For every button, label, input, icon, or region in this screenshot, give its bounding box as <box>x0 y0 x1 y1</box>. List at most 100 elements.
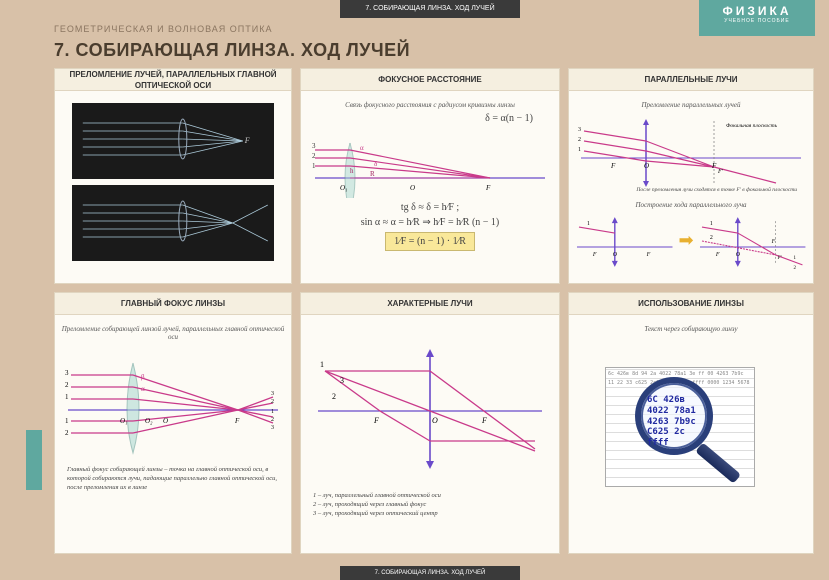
svg-text:1: 1 <box>793 256 796 261</box>
page-title: 7. СОБИРАЮЩАЯ ЛИНЗА. ХОД ЛУЧЕЙ <box>54 40 410 61</box>
formula-boxed: 1⁄F = (n − 1) · 1⁄R <box>307 232 553 251</box>
svg-text:F: F <box>770 239 775 245</box>
svg-text:2: 2 <box>271 417 274 423</box>
panel-body: Преломление параллельных лучей 3 2 1 F O F … <box>569 91 813 275</box>
panel-lens-usage: ИСПОЛЬЗОВАНИЕ ЛИНЗЫ Текст через собирающ… <box>568 292 814 554</box>
caption: Текст через собирающую линзу <box>575 325 807 333</box>
svg-text:2: 2 <box>793 266 796 269</box>
formula-tg: tg δ ≈ δ = h⁄F ; <box>307 202 553 213</box>
svg-text:O₂: O₂ <box>145 417 153 425</box>
page-subtitle: ГЕОМЕТРИЧЕСКАЯ И ВОЛНОВАЯ ОПТИКА <box>54 24 272 34</box>
magnifier-illustration: 6с 426в 8d 94 2a 4022 78a1 3e ff 00 4263… <box>575 337 807 517</box>
panel-body: F <box>55 91 291 273</box>
svg-text:2: 2 <box>65 381 69 389</box>
panel-header: ПРЕЛОМЛЕНИЕ ЛУЧЕЙ, ПАРАЛЛЕЛЬНЫХ ГЛАВНОЙ … <box>55 69 291 91</box>
svg-text:α: α <box>360 144 364 152</box>
svg-text:O: O <box>644 162 649 170</box>
caption: Связь фокусного расстояния с радиусом кр… <box>307 101 553 109</box>
svg-text:δ: δ <box>374 160 378 168</box>
svg-text:3: 3 <box>271 391 274 397</box>
panel-header: ХАРАКТЕРНЫЕ ЛУЧИ <box>301 293 559 315</box>
svg-text:3: 3 <box>271 425 274 431</box>
panel-header: ИСПОЛЬЗОВАНИЕ ЛИНЗЫ <box>569 293 813 315</box>
panel-header: ФОКУСНОЕ РАССТОЯНИЕ <box>301 69 559 91</box>
svg-text:F: F <box>485 184 491 192</box>
legend-item: 3 – луч, проходящий через оптический цен… <box>313 509 547 518</box>
formula-sin: sin α ≈ α = h⁄R ⇒ h⁄F = h⁄R (n − 1) <box>307 217 553 228</box>
svg-text:F: F <box>373 416 379 425</box>
panel-parallel-rays: ПАРАЛЛЕЛЬНЫЕ ЛУЧИ Преломление параллельн… <box>568 68 814 284</box>
panel-body: Текст через собирающую линзу 6с 426в 8d … <box>569 315 813 523</box>
svg-text:1: 1 <box>710 221 713 227</box>
svg-text:F: F <box>234 417 240 425</box>
svg-text:1: 1 <box>312 162 316 170</box>
arrow-icon: ➡ <box>678 230 693 251</box>
svg-text:1: 1 <box>587 221 590 227</box>
svg-text:O: O <box>432 416 438 425</box>
svg-text:F′: F′ <box>776 256 782 261</box>
bottom-tab: 7. СОБИРАЮЩАЯ ЛИНЗА. ХОД ЛУЧЕЙ <box>340 566 520 580</box>
experiment-photo-1: F <box>72 103 274 179</box>
legend-item: 2 – луч, проходящий через главный фокус <box>313 500 547 509</box>
svg-text:R: R <box>370 170 375 178</box>
svg-text:1: 1 <box>578 147 581 153</box>
characteristic-diagram: 1 32 F O F <box>307 341 553 471</box>
svg-text:1: 1 <box>271 409 274 415</box>
physics-subtitle: УЧЕБНОЕ ПОСОБИЕ <box>699 18 815 24</box>
focus-diagram: 321 12 βα O₁OO₂F 32123 <box>61 345 285 455</box>
experiment-photo-2 <box>72 185 274 261</box>
top-tab: 7. СОБИРАЮЩАЯ ЛИНЗА. ХОД ЛУЧЕЙ <box>340 0 520 18</box>
panel-body: Преломление собирающей линзой лучей, пар… <box>55 315 291 500</box>
panel-body: Связь фокусного расстояния с радиусом кр… <box>301 91 559 261</box>
svg-text:2: 2 <box>710 235 713 241</box>
focal-diagram: 3 2 1 O₁ O F α δ h R <box>307 128 553 198</box>
svg-text:O: O <box>410 184 415 192</box>
svg-text:F: F <box>481 416 487 425</box>
svg-text:3: 3 <box>312 142 316 150</box>
svg-text:F: F <box>714 252 719 258</box>
svg-text:3: 3 <box>340 376 344 385</box>
caption: Преломление параллельных лучей <box>575 101 807 109</box>
panel-header: ГЛАВНЫЙ ФОКУС ЛИНЗЫ <box>55 293 291 315</box>
svg-text:F: F <box>244 136 250 145</box>
panel-refraction-parallel: ПРЕЛОМЛЕНИЕ ЛУЧЕЙ, ПАРАЛЛЕЛЬНЫХ ГЛАВНОЙ … <box>54 68 292 284</box>
svg-text:O₁: O₁ <box>120 417 128 425</box>
svg-text:2: 2 <box>578 137 581 143</box>
physics-title: ФИЗИКА <box>699 4 815 18</box>
svg-text:F: F <box>610 162 616 170</box>
svg-text:O: O <box>735 252 740 258</box>
physics-badge: ФИЗИКА УЧЕБНОЕ ПОСОБИЕ <box>699 0 815 36</box>
note: После преломления лучи сходятся в точке … <box>575 185 807 197</box>
parallel-diagram-2: 1 F O F ➡ 1 2 F O F F′ 1 2 <box>575 213 807 269</box>
svg-text:F′: F′ <box>717 169 724 175</box>
svg-text:h: h <box>350 167 354 175</box>
formula-delta: δ = α(n − 1) <box>307 113 553 124</box>
svg-text:F: F <box>646 252 651 258</box>
legend: 1 – луч, параллельный главной оптической… <box>307 489 553 520</box>
panel-body: 1 32 F O F 1 – луч, параллельный главной оп… <box>301 315 559 526</box>
svg-text:Фокальная плоскость: Фокальная плоскость <box>726 123 778 129</box>
svg-text:3: 3 <box>578 127 581 133</box>
svg-text:2: 2 <box>65 429 69 437</box>
caption: Преломление собирающей линзой лучей, пар… <box>61 325 285 341</box>
panel-characteristic-rays: ХАРАКТЕРНЫЕ ЛУЧИ 1 32 F O F 1 – луч, паралл… <box>300 292 560 554</box>
panel-header: ПАРАЛЛЕЛЬНЫЕ ЛУЧИ <box>569 69 813 91</box>
svg-text:2: 2 <box>332 392 336 401</box>
svg-text:O₁: O₁ <box>340 184 348 192</box>
svg-text:β: β <box>141 373 145 381</box>
svg-text:O: O <box>613 252 618 258</box>
caption-2: Построение хода параллельного луча <box>575 201 807 209</box>
svg-text:1: 1 <box>65 393 69 401</box>
panel-focal-length: ФОКУСНОЕ РАССТОЯНИЕ Связь фокусного расс… <box>300 68 560 284</box>
svg-text:2: 2 <box>271 399 274 405</box>
svg-text:F: F <box>711 162 717 170</box>
panel-main-focus: ГЛАВНЫЙ ФОКУС ЛИНЗЫ Преломление собирающ… <box>54 292 292 554</box>
legend-item: 1 – луч, параллельный главной оптической… <box>313 491 547 500</box>
svg-text:1: 1 <box>320 360 324 369</box>
parallel-diagram-1: 3 2 1 F O F F′ Фокальная плоскость <box>575 113 807 189</box>
svg-text:α: α <box>141 385 145 393</box>
svg-text:2: 2 <box>312 152 316 160</box>
publisher-label <box>26 430 42 490</box>
footer-text: Главный фокус собирающей линзы – точка н… <box>61 463 285 494</box>
svg-text:F: F <box>592 252 597 258</box>
